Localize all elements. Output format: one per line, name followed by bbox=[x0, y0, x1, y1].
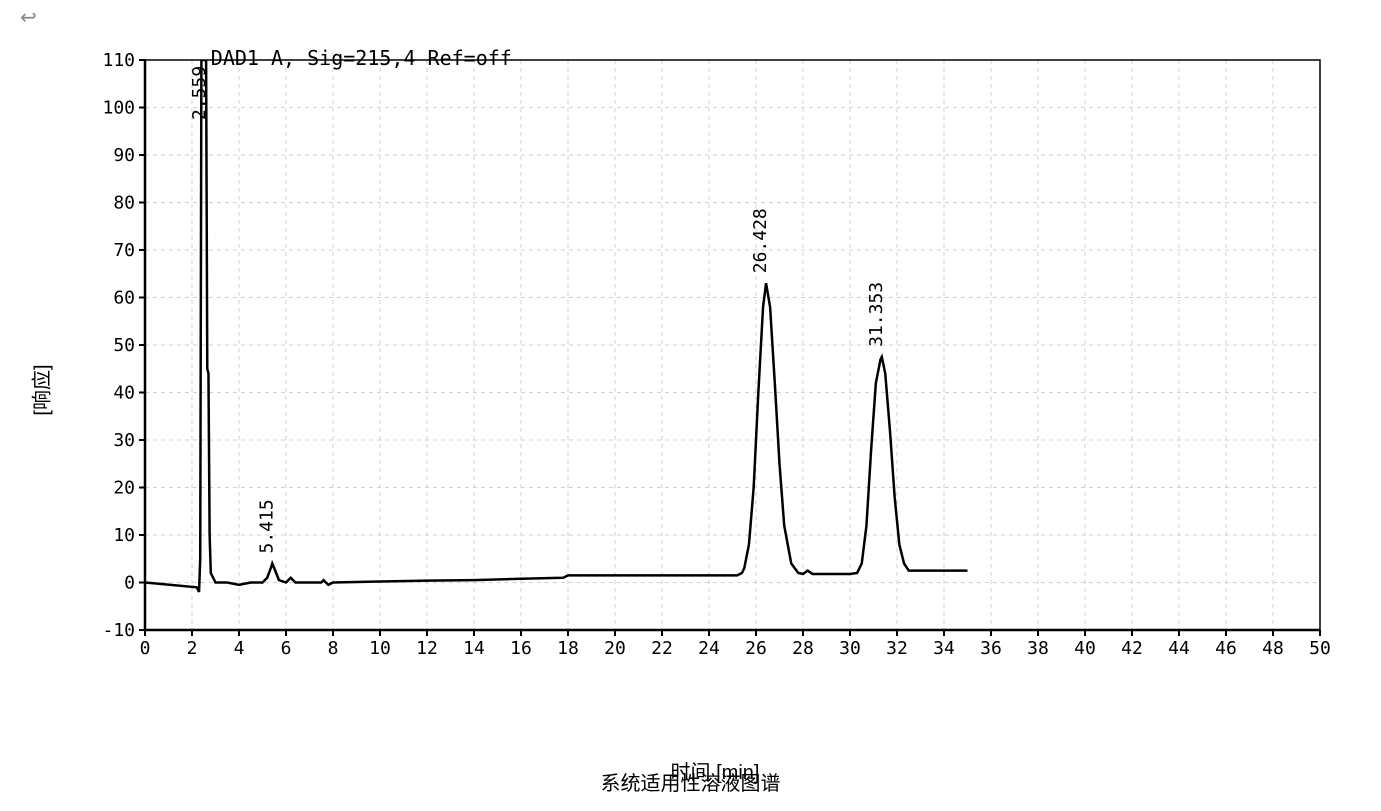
svg-text:80: 80 bbox=[113, 193, 135, 214]
y-axis-label: [响应] bbox=[26, 364, 55, 415]
svg-text:44: 44 bbox=[1168, 638, 1190, 659]
svg-text:30: 30 bbox=[839, 638, 861, 659]
svg-text:70: 70 bbox=[113, 240, 135, 261]
svg-text:10: 10 bbox=[113, 525, 135, 546]
svg-text:110: 110 bbox=[102, 50, 135, 71]
svg-text:20: 20 bbox=[604, 638, 626, 659]
svg-text:34: 34 bbox=[933, 638, 955, 659]
svg-text:32: 32 bbox=[886, 638, 908, 659]
signal-label: DAD1 A, Sig=215,4 Ref=off bbox=[211, 46, 512, 70]
svg-text:18: 18 bbox=[557, 638, 579, 659]
svg-text:2.559: 2.559 bbox=[189, 66, 210, 120]
svg-text:36: 36 bbox=[980, 638, 1002, 659]
back-arrow-icon: ↩ bbox=[20, 5, 37, 30]
chart-svg: 0246810121416182022242628303234363840424… bbox=[100, 50, 1330, 670]
svg-text:12: 12 bbox=[416, 638, 438, 659]
svg-text:0: 0 bbox=[140, 638, 151, 659]
svg-text:26: 26 bbox=[745, 638, 767, 659]
svg-text:42: 42 bbox=[1121, 638, 1143, 659]
svg-text:24: 24 bbox=[698, 638, 720, 659]
svg-text:8: 8 bbox=[328, 638, 339, 659]
svg-text:50: 50 bbox=[1309, 638, 1331, 659]
chromatogram-chart: [响应] 时间 [min] DAD1 A, Sig=215,4 Ref=off … bbox=[100, 50, 1330, 730]
svg-text:38: 38 bbox=[1027, 638, 1049, 659]
svg-text:26.428: 26.428 bbox=[750, 208, 771, 273]
svg-text:28: 28 bbox=[792, 638, 814, 659]
svg-text:100: 100 bbox=[102, 98, 135, 119]
chart-caption: 系统适用性溶液图谱 bbox=[601, 767, 781, 796]
svg-text:46: 46 bbox=[1215, 638, 1237, 659]
svg-text:31.353: 31.353 bbox=[866, 282, 887, 347]
svg-text:60: 60 bbox=[113, 288, 135, 309]
svg-text:20: 20 bbox=[113, 478, 135, 499]
svg-text:40: 40 bbox=[113, 383, 135, 404]
svg-text:0: 0 bbox=[124, 573, 135, 594]
svg-text:5.415: 5.415 bbox=[256, 499, 277, 553]
svg-text:48: 48 bbox=[1262, 638, 1284, 659]
svg-text:10: 10 bbox=[369, 638, 391, 659]
svg-text:22: 22 bbox=[651, 638, 673, 659]
svg-text:30: 30 bbox=[113, 430, 135, 451]
svg-text:90: 90 bbox=[113, 145, 135, 166]
svg-text:4: 4 bbox=[234, 638, 245, 659]
svg-text:2: 2 bbox=[187, 638, 198, 659]
svg-text:40: 40 bbox=[1074, 638, 1096, 659]
svg-text:14: 14 bbox=[463, 638, 485, 659]
svg-text:50: 50 bbox=[113, 335, 135, 356]
svg-text:6: 6 bbox=[281, 638, 292, 659]
svg-text:16: 16 bbox=[510, 638, 532, 659]
svg-text:-10: -10 bbox=[102, 620, 135, 641]
